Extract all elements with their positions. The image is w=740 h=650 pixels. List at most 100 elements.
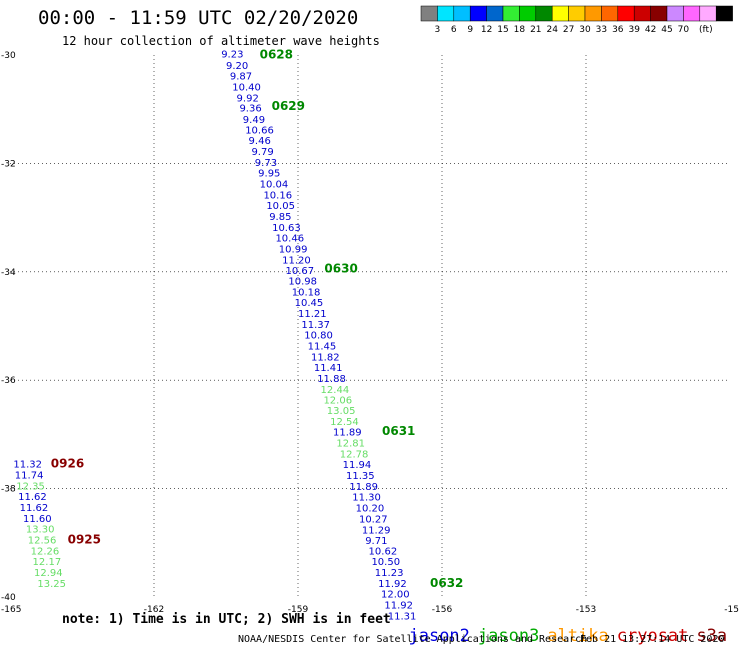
y-tick-label: -32 xyxy=(1,159,16,169)
legend-item-altika: altika xyxy=(547,626,609,646)
wave-height-label: 9.79 xyxy=(251,147,273,158)
colorbar-label: 24 xyxy=(546,25,558,35)
wave-height-label: 11.74 xyxy=(15,471,44,482)
wave-height-label: 11.20 xyxy=(282,255,311,266)
wave-height-label: 11.31 xyxy=(388,611,417,622)
wave-height-label: 10.99 xyxy=(279,244,308,255)
wave-height-label: 12.94 xyxy=(34,568,63,579)
wave-height-label: 10.62 xyxy=(369,546,398,557)
wave-height-label: 12.06 xyxy=(323,396,352,407)
wave-height-label: 11.89 xyxy=(333,428,362,439)
colorbar-label: 15 xyxy=(497,25,508,35)
wave-height-label: 11.62 xyxy=(20,503,49,514)
y-tick-label: -38 xyxy=(1,485,16,495)
colorbar-label: 18 xyxy=(514,25,526,35)
wave-height-label: 12.81 xyxy=(336,439,365,450)
wave-height-label: 11.88 xyxy=(317,374,346,385)
wave-height-label: 11.30 xyxy=(352,493,381,504)
wave-height-label: 10.46 xyxy=(275,234,304,245)
wave-height-label: 9.49 xyxy=(243,115,265,126)
wave-height-label: 12.56 xyxy=(28,536,57,547)
legend-item-jason2: jason2 xyxy=(408,626,470,646)
wave-height-label: 11.89 xyxy=(349,482,378,493)
credit-line: NOAA/NESDIS Center for Satellite Applica… xyxy=(238,634,588,645)
wave-height-label: 10.40 xyxy=(232,82,261,93)
wave-height-label: 12.44 xyxy=(321,385,350,396)
wave-height-label: 12.17 xyxy=(33,557,62,568)
colorbar-label: 42 xyxy=(645,25,656,35)
colorbar-label: 36 xyxy=(612,25,624,35)
wave-height-label: 10.18 xyxy=(292,287,321,298)
pass-number-label: 0630 xyxy=(324,261,357,275)
wave-height-label: 11.92 xyxy=(378,579,407,590)
pass-number-label: 0632 xyxy=(430,576,463,590)
wave-height-label: 9.23 xyxy=(221,49,243,60)
colorbar-label: 45 xyxy=(661,25,672,35)
wave-height-label: 9.85 xyxy=(269,212,291,223)
legend-item-s3a: s3a xyxy=(696,626,728,646)
wave-height-label: 10.66 xyxy=(245,125,274,136)
pass-number-label: 0628 xyxy=(260,47,293,61)
colorbar-label: 30 xyxy=(579,25,591,35)
x-tick-label: -153 xyxy=(576,605,596,615)
wave-height-label: 12.00 xyxy=(381,590,410,601)
pass-number-label: 0926 xyxy=(51,457,84,471)
wave-height-label: 9.95 xyxy=(258,169,280,180)
wave-height-label: 11.94 xyxy=(343,460,372,471)
wave-height-label: 12.26 xyxy=(31,546,60,557)
pass-number-label: 0925 xyxy=(68,532,101,546)
wave-height-label: 11.32 xyxy=(13,460,42,471)
wave-height-label: 11.21 xyxy=(298,309,327,320)
pass-number-label: 0629 xyxy=(272,99,305,113)
wave-height-label: 12.78 xyxy=(340,449,369,460)
wave-height-label: 10.45 xyxy=(295,298,324,309)
colorbar-label: 6 xyxy=(451,25,457,35)
y-tick-label: -34 xyxy=(1,268,16,278)
wave-height-label: 11.35 xyxy=(346,471,375,482)
wave-height-label: 11.23 xyxy=(375,568,404,579)
colorbar-label: 9 xyxy=(467,25,473,35)
wave-height-label: 12.54 xyxy=(330,417,359,428)
generation-timestamp: Feb 21 13:27:14 UTC 2020 xyxy=(580,634,725,645)
colorbar-label: 70 xyxy=(678,25,690,35)
wave-height-label: 10.63 xyxy=(272,223,301,234)
wave-height-label: 11.45 xyxy=(308,342,337,353)
satellite-legend: jason2 jason3 altika cryosat s3a xyxy=(388,606,735,646)
wave-height-label: 10.50 xyxy=(371,557,400,568)
x-tick-label: -159 xyxy=(288,605,309,615)
y-tick-label: -40 xyxy=(1,593,16,603)
units-note: note: 1) Time is in UTC; 2) SWH is in fe… xyxy=(62,612,391,627)
wave-height-label: 9.20 xyxy=(226,61,248,72)
wave-height-label: 10.20 xyxy=(356,504,385,515)
wave-height-label: 9.36 xyxy=(239,104,261,115)
wave-height-label: 9.92 xyxy=(237,93,259,104)
wave-height-label: 13.05 xyxy=(327,406,356,417)
wave-height-label: 11.41 xyxy=(314,363,343,374)
pass-number-label: 0631 xyxy=(382,424,415,438)
colorbar-label: 27 xyxy=(563,25,574,35)
wave-height-label: 9.46 xyxy=(249,136,271,147)
wave-height-label: 10.80 xyxy=(304,331,333,342)
colorbar-label: 3 xyxy=(435,25,441,35)
colorbar-swatch xyxy=(715,5,733,22)
wave-height-label: 10.16 xyxy=(263,190,292,201)
y-tick-label: -36 xyxy=(1,376,16,386)
wave-height-label: 12.35 xyxy=(16,481,45,492)
colorbar-label: 12 xyxy=(481,25,492,35)
wave-height-label: 11.92 xyxy=(384,601,413,612)
wave-height-label: 9.87 xyxy=(230,72,252,83)
wave-height-label: 13.25 xyxy=(37,579,66,590)
wave-height-label: 11.29 xyxy=(362,525,391,536)
wave-height-label: 13.30 xyxy=(26,525,55,536)
colorbar-unit: (ft) xyxy=(699,25,713,35)
legend-item-cryosat: cryosat xyxy=(616,626,689,646)
wave-height-colorbar: 3 6 9 12 15 18 21 24 27 30 33 36 39 42 45 70 (ft) xyxy=(420,5,733,35)
wave-height-label: 10.67 xyxy=(286,266,315,277)
colorbar-label: 39 xyxy=(628,25,640,35)
wave-height-label: 9.73 xyxy=(255,158,277,169)
wave-height-label: 11.37 xyxy=(301,320,330,331)
wave-height-label: 9.71 xyxy=(365,536,387,547)
wave-height-label: 10.27 xyxy=(359,514,388,525)
wave-height-label: 11.60 xyxy=(23,514,52,525)
